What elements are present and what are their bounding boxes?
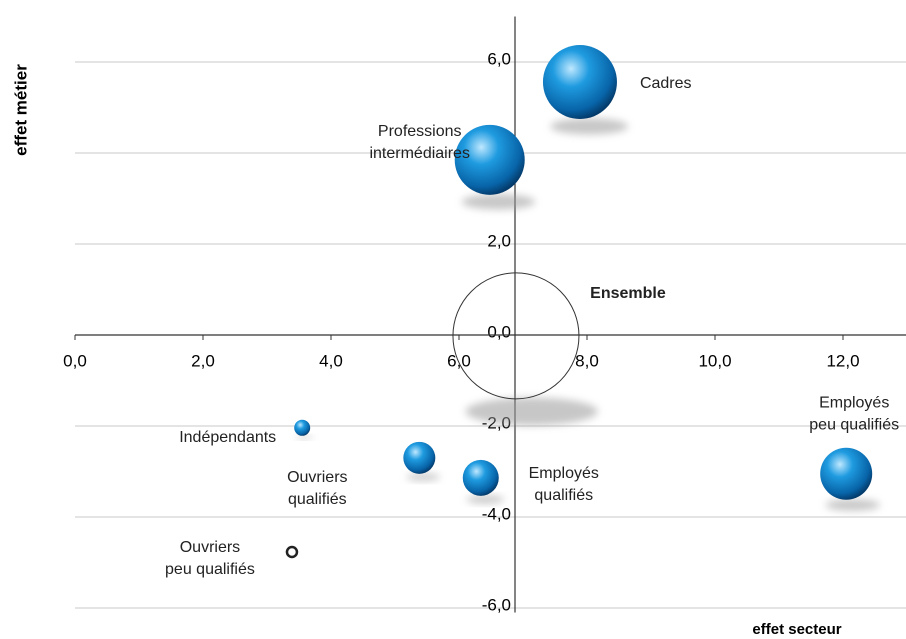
bubble-shadow	[461, 194, 536, 210]
bubble-shadow	[406, 473, 441, 481]
bubble-shadow	[825, 499, 880, 511]
bubble-label-line: Ouvriers	[287, 469, 347, 486]
x-tick-label: 4,0	[319, 351, 343, 370]
bubble-label-line: peu qualifiés	[809, 417, 899, 434]
y-tick-label: 0,0	[487, 322, 511, 341]
bubble-label: Ensemble	[590, 285, 666, 302]
bubble	[462, 459, 499, 496]
bubble-label: Indépendants	[179, 429, 276, 446]
bubble	[820, 447, 873, 500]
bubble	[285, 545, 299, 559]
bubble-shadow	[465, 397, 598, 426]
bubble-shadow	[466, 495, 505, 504]
bubble-label-line: intermédiaires	[369, 145, 469, 162]
bubble	[454, 124, 525, 195]
x-tick-label: 6,0	[447, 351, 471, 370]
x-axis-title: effet secteur	[752, 621, 841, 638]
x-tick-label: 0,0	[63, 351, 87, 370]
bubble-label-line: Cadres	[640, 75, 692, 92]
bubble-label: Cadres	[640, 75, 692, 92]
bubble-label-line: peu qualifiés	[165, 561, 255, 578]
bubble-label: Employés qualifiés	[529, 465, 599, 504]
bubble-shadow	[550, 118, 629, 135]
y-tick-label: -4,0	[482, 504, 511, 523]
x-tick-label: 2,0	[191, 351, 215, 370]
x-tick-label: 8,0	[575, 351, 599, 370]
bubble-label-line: Employés	[529, 465, 599, 482]
bubble-shadow	[295, 435, 313, 440]
bubble-label-line: Employés	[819, 395, 889, 412]
bubble-label: Ouvriers peu qualifiés	[165, 539, 255, 578]
bubble-label-line: qualifiés	[288, 491, 347, 508]
bubble-label-line: Ouvriers	[180, 539, 240, 556]
bubble-label: Professions intermédiaires	[369, 123, 469, 162]
y-axis-title: effet métier	[11, 64, 30, 156]
bubble-label-line: qualifiés	[534, 487, 593, 504]
bubble-label: Employés peu qualifiés	[809, 395, 899, 434]
bubble	[403, 441, 436, 474]
bubble	[542, 45, 617, 120]
bubble-label: Ouvriers qualifiés	[287, 469, 347, 508]
bubble-label-line: Indépendants	[179, 429, 276, 446]
bubble-label-line: Ensemble	[590, 285, 666, 302]
bubble-label-line: Professions	[378, 123, 462, 140]
bubble	[452, 272, 580, 400]
x-tick-label: 12,0	[826, 351, 859, 370]
bubble	[294, 419, 311, 436]
y-tick-label: 2,0	[487, 231, 511, 250]
y-tick-label: 6,0	[487, 49, 511, 68]
y-tick-label: -6,0	[482, 595, 511, 614]
x-tick-label: 10,0	[698, 351, 731, 370]
